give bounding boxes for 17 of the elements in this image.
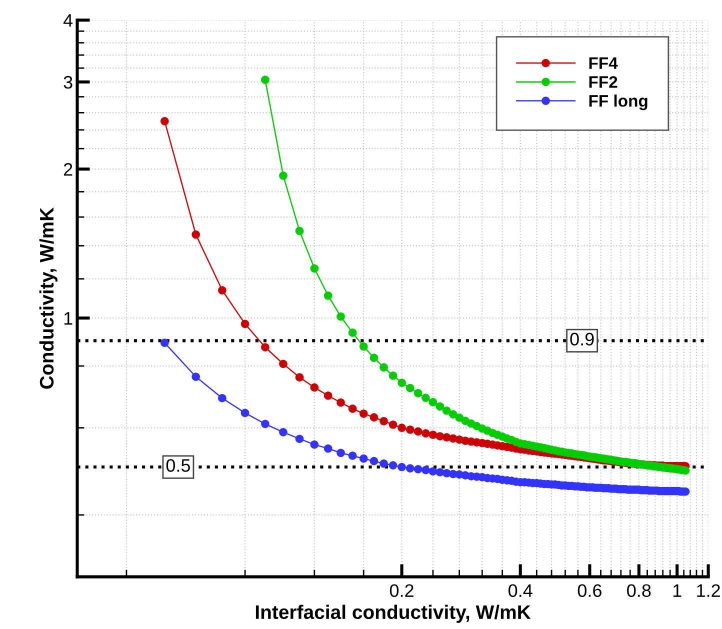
legend-label: FF4	[589, 57, 618, 69]
y-tick-label: 1	[64, 312, 72, 325]
y-tick-label: 2	[64, 163, 72, 176]
x-tick-label: 1	[673, 584, 682, 597]
ref-line-label: 0.5	[166, 459, 190, 472]
x-tick-label: 1.2	[697, 584, 720, 597]
x-axis-title: Interfacial conductivity, W/mK	[256, 604, 531, 623]
x-tick-label: 0.6	[578, 584, 602, 597]
x-tick-label: 0.8	[627, 584, 651, 597]
legend-label: FF long	[589, 94, 648, 110]
y-axis-title: Conductivity, W/mK	[39, 208, 58, 389]
x-tick-label: 0.4	[508, 584, 532, 597]
y-tick-label: 4	[63, 14, 73, 27]
y-tick-label: 3	[64, 76, 72, 89]
ref-line-label: 0.9	[570, 332, 594, 346]
x-tick-label: 0.2	[390, 584, 414, 597]
legend-label: FF2	[589, 76, 618, 88]
